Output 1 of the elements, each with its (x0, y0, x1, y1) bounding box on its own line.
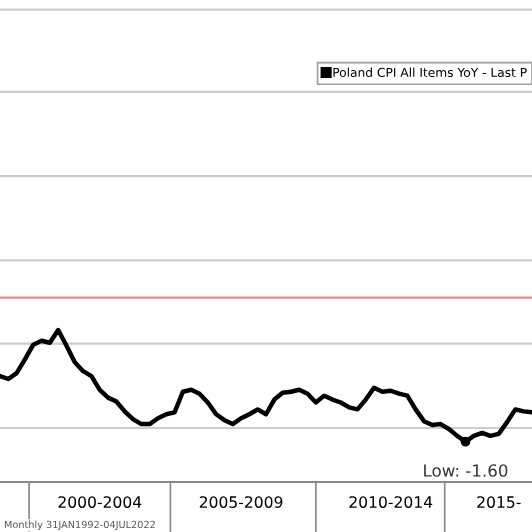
annotation: Low: -1.60 (424, 464, 508, 477)
